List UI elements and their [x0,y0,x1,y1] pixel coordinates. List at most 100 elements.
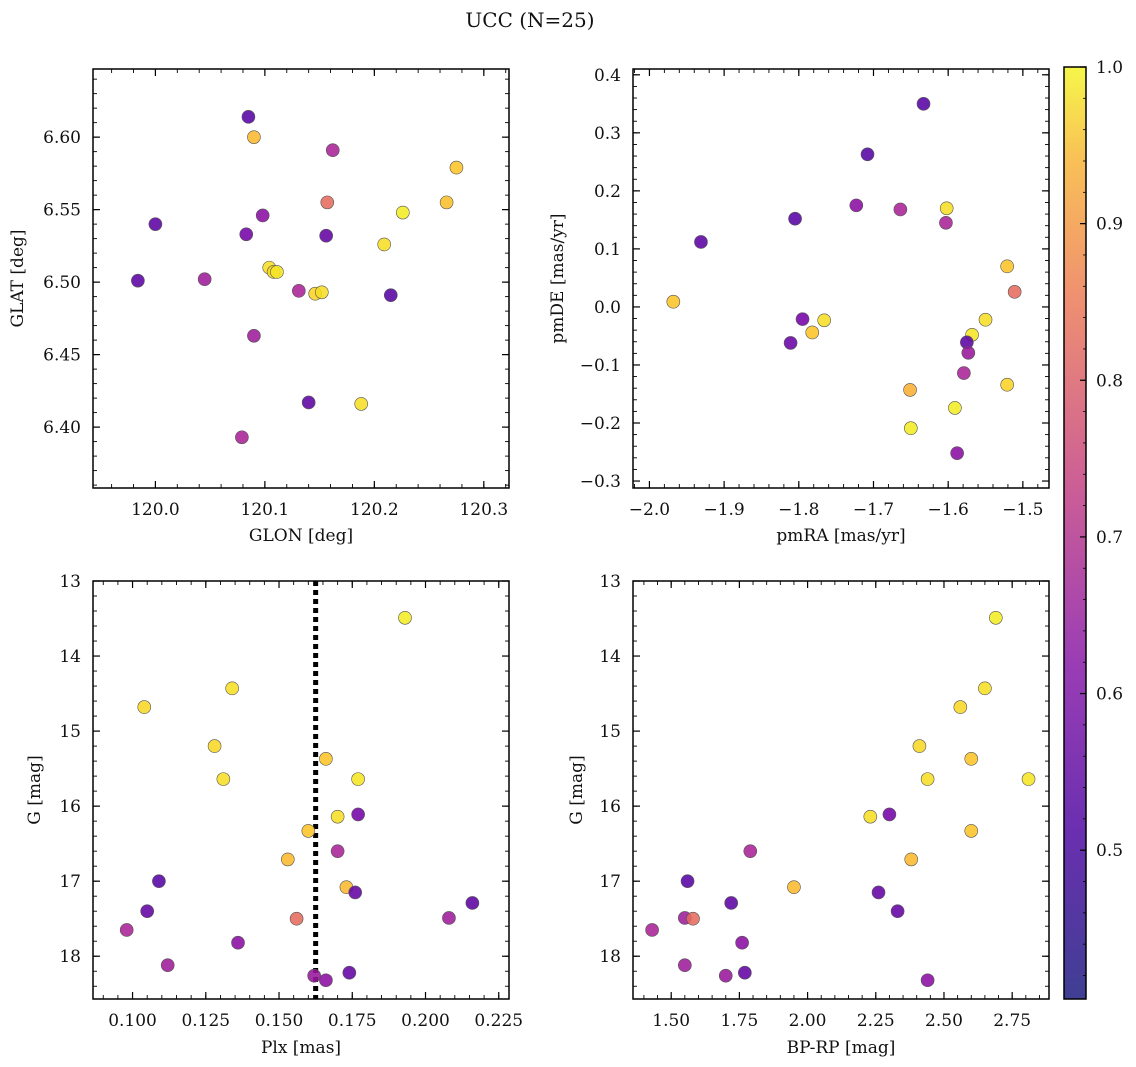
y-tick-label: 0.0 [594,298,621,318]
data-point [140,904,154,918]
x-tick-label: 0.100 [108,1011,157,1031]
data-point [863,809,878,824]
data-point [788,211,802,226]
data-point [903,383,917,397]
data-point [735,935,749,950]
y-tick-label: 16 [59,797,81,817]
data-point [320,195,335,210]
data-point [439,195,454,210]
x-tick-label: 1.75 [720,1011,758,1031]
data-point [137,700,152,714]
data-point [231,935,245,950]
data-point [890,904,905,918]
data-point [292,284,306,298]
data-point [871,885,886,900]
y-tick-label: 13 [59,572,81,592]
data-point [216,772,231,786]
data-point [319,752,333,766]
x-tick-label: 0.200 [401,1011,450,1031]
data-point [666,294,681,309]
y-tick-label: 17 [59,872,81,892]
data-point [225,681,239,696]
data-point [270,265,284,279]
data-point [805,325,820,340]
y-axis-label: pmDE [mas/yr] [548,213,568,343]
plot-frame [632,68,1050,489]
y-tick-label: 14 [599,647,621,667]
data-point [449,160,464,175]
data-point [795,312,810,326]
figure-title: UCC (N=25) [465,8,594,32]
data-point [377,237,392,252]
y-tick-label: 6.45 [43,346,81,366]
data-point [207,739,222,753]
colorbar-gradient [1064,67,1086,999]
data-point [964,824,979,838]
y-tick-label: 15 [59,722,81,742]
data-point [330,809,345,824]
x-tick-label: 2.00 [789,1011,827,1031]
colorbar-tick-label: 0.9 [1096,215,1123,235]
data-point [148,217,163,231]
data-point [978,312,993,327]
data-point [738,965,752,980]
data-point [957,366,971,380]
data-point [964,752,979,766]
data-point [289,911,304,926]
y-tick-label: 6.55 [43,201,81,221]
y-tick-label: 16 [599,797,621,817]
y-axis-label: G [mag] [567,755,587,824]
data-point [319,228,333,243]
data-point [645,923,659,937]
data-point [724,896,739,910]
data-point [247,130,261,144]
y-tick-label: 6.40 [43,418,81,438]
y-tick-label: 0.2 [594,182,621,202]
y-tick-label: 0.1 [594,240,621,260]
data-point [1000,377,1014,392]
x-tick-label: 120.3 [459,500,508,520]
data-point [325,143,340,157]
data-point [342,965,357,980]
y-tick-label: 13 [599,572,621,592]
data-point [383,288,398,302]
data-point [281,852,295,867]
x-tick-label: 0.150 [255,1011,304,1031]
plot-frame [92,580,510,1000]
data-point [920,772,935,786]
data-point [398,610,412,625]
data-point [348,885,362,900]
x-tick-label: 120.1 [241,500,290,520]
y-tick-label: 6.60 [43,128,81,148]
x-tick-label: −1.9 [703,500,744,520]
data-point [307,968,321,983]
data-point [678,958,692,973]
data-point [354,397,369,411]
colorbar-frame [1063,66,1087,1000]
data-point [916,97,931,111]
x-tick-label: 0.225 [474,1011,523,1031]
data-point [694,235,708,249]
colorbar-tick-label: 1.0 [1096,58,1123,78]
panel-bprp-g: 1.50 1.75 2.00 2.25 2.50 2.75 13 14 15 16 17 18 BP-… [567,572,1050,1058]
x-axis-label: GLON [deg] [249,526,353,546]
y-axis-label: G [mag] [25,755,45,824]
x-axis-label: pmRA [mas/yr] [776,526,905,546]
data-point [131,273,145,288]
x-tick-label: 1.50 [652,1011,690,1031]
data-point [442,911,456,925]
y-tick-label: 18 [59,947,81,967]
data-point [882,807,897,822]
x-tick-label: 120.2 [350,500,399,520]
data-point [235,430,249,445]
x-tick-label: 2.50 [925,1011,963,1031]
y-tick-label: 15 [599,722,621,742]
y-tick-label: 0.3 [594,124,621,144]
data-point [319,973,333,988]
y-tick-label: 14 [59,647,81,667]
y-tick-label: −0.2 [580,414,621,434]
data-point [301,395,316,410]
data-point [1000,259,1014,274]
colorbar-tick-label: 0.5 [1096,841,1123,861]
x-tick-label: −1.8 [778,500,819,520]
